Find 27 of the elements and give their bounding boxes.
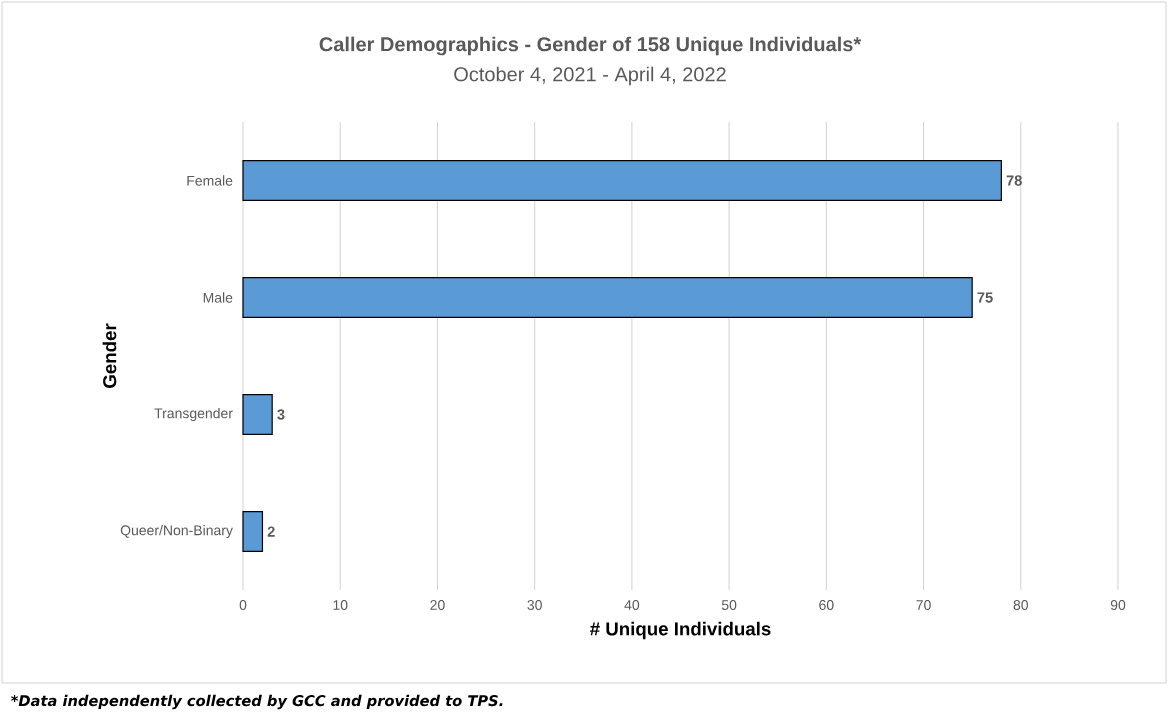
- x-tick-label: 90: [1110, 600, 1126, 610]
- x-tick-label: 20: [430, 600, 445, 610]
- text: *Data independently collected by GCC and provided to TPS.: [11, 694, 503, 710]
- y-tick-label: Queer/Non-Binary: [120, 524, 233, 539]
- data-label: 3: [277, 409, 285, 420]
- x-tick-label: 60: [819, 600, 834, 610]
- chart-title: Caller Demographics - Gender of 158 Unique Individuals*: [319, 36, 862, 56]
- data-label: 75: [977, 292, 993, 303]
- x-tick-label: 10: [333, 600, 348, 610]
- bar: [242, 160, 1002, 201]
- x-tick-label: 40: [624, 600, 640, 610]
- chart-subtitle: October 4, 2021 - April 4, 2022: [454, 66, 726, 86]
- x-axis-title: # Unique Individuals: [590, 621, 771, 640]
- y-tick-label: Female: [187, 175, 233, 186]
- y-axis-title: Gender: [102, 323, 117, 388]
- x-tick-label: 80: [1013, 600, 1029, 610]
- y-tick-label: Male: [203, 292, 233, 303]
- y-tick-label: Transgender: [154, 407, 233, 422]
- bar: [242, 277, 973, 318]
- data-label: 78: [1006, 175, 1022, 186]
- x-tick-label: 50: [721, 600, 737, 610]
- x-tick-label: 70: [916, 600, 931, 610]
- data-label: 2: [267, 526, 275, 537]
- x-tick-label: 0: [239, 600, 247, 610]
- bar: [242, 394, 273, 435]
- bar: [242, 511, 264, 552]
- x-tick-label: 30: [527, 600, 542, 610]
